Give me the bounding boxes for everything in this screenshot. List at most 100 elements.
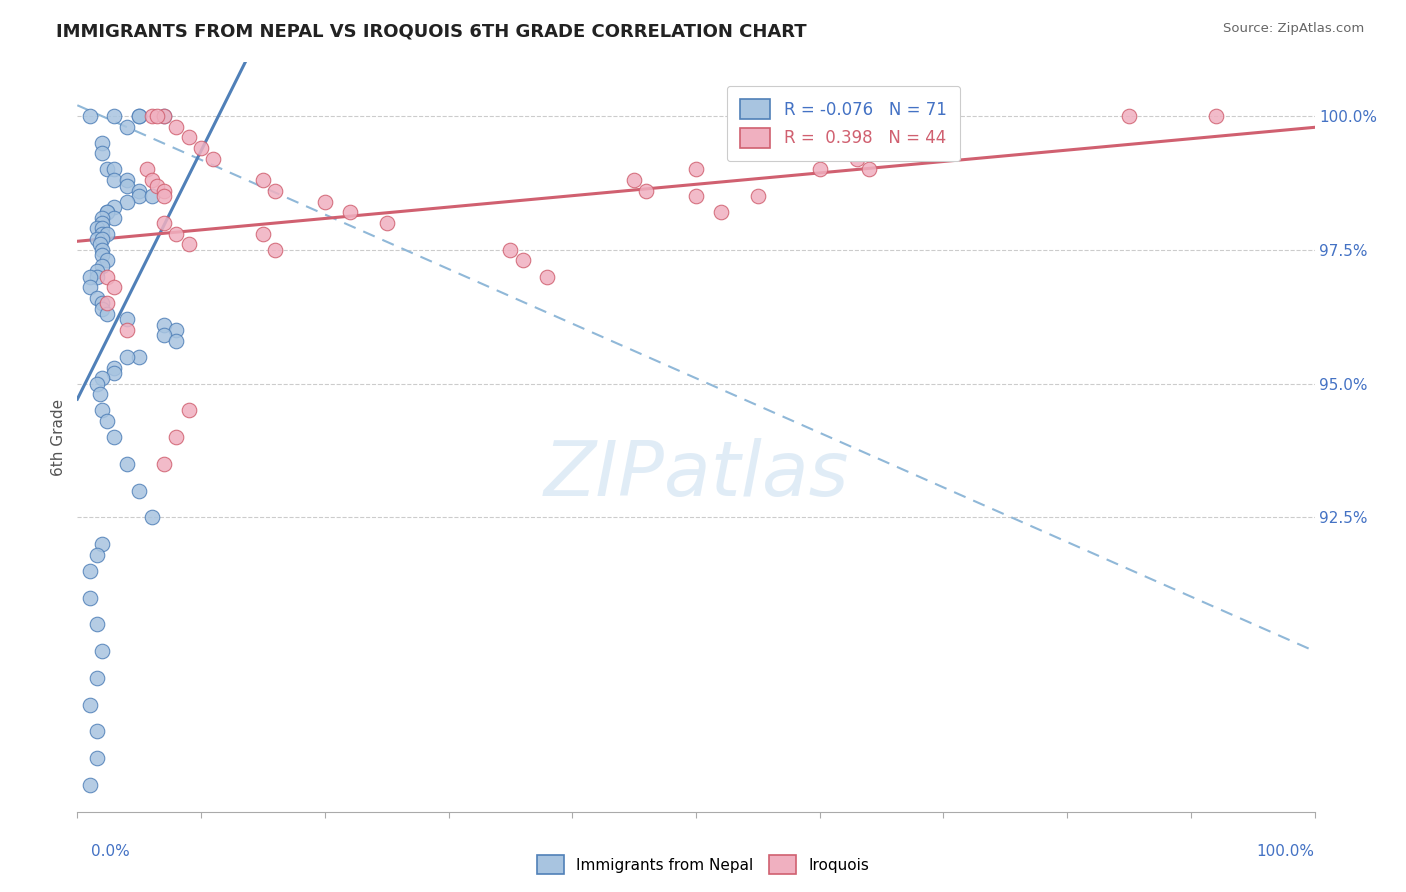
Point	[115, 120, 138, 134]
Point	[79, 280, 101, 294]
Point	[145, 109, 167, 123]
Point	[128, 109, 150, 123]
Point	[512, 253, 534, 268]
Point	[710, 205, 733, 219]
Point	[91, 221, 114, 235]
Point	[91, 216, 114, 230]
Point	[115, 194, 138, 209]
Point	[89, 237, 111, 252]
Point	[115, 173, 138, 187]
Point	[79, 109, 101, 123]
Y-axis label: 6th Grade: 6th Grade	[51, 399, 66, 475]
Point	[177, 130, 200, 145]
Point	[145, 178, 167, 193]
Text: 0.0%: 0.0%	[91, 845, 131, 859]
Point	[86, 264, 108, 278]
Point	[96, 227, 118, 241]
Point	[91, 232, 114, 246]
Point	[91, 248, 114, 262]
Point	[79, 698, 101, 712]
Point	[685, 162, 707, 177]
Point	[153, 328, 176, 343]
Point	[91, 136, 114, 150]
Point	[190, 141, 212, 155]
Point	[86, 671, 108, 685]
Point	[96, 205, 118, 219]
Point	[103, 360, 125, 375]
Point	[103, 430, 125, 444]
Point	[128, 109, 150, 123]
Point	[86, 548, 108, 562]
Point	[86, 617, 108, 632]
Point	[177, 403, 200, 417]
Text: 100.0%: 100.0%	[1257, 845, 1315, 859]
Legend: R = -0.076   N = 71, R =  0.398   N = 44: R = -0.076 N = 71, R = 0.398 N = 44	[727, 86, 960, 161]
Point	[858, 162, 880, 177]
Text: ZIPatlas: ZIPatlas	[543, 438, 849, 511]
Point	[165, 430, 187, 444]
Point	[91, 243, 114, 257]
Point	[165, 323, 187, 337]
Point	[499, 243, 522, 257]
Point	[177, 237, 200, 252]
Point	[91, 537, 114, 551]
Point	[91, 644, 114, 658]
Point	[96, 414, 118, 428]
Point	[91, 259, 114, 273]
Point	[165, 227, 187, 241]
Point	[86, 221, 108, 235]
Point	[96, 269, 118, 284]
Point	[115, 178, 138, 193]
Point	[153, 189, 176, 203]
Point	[86, 269, 108, 284]
Point	[86, 232, 108, 246]
Text: IMMIGRANTS FROM NEPAL VS IROQUOIS 6TH GRADE CORRELATION CHART: IMMIGRANTS FROM NEPAL VS IROQUOIS 6TH GR…	[56, 22, 807, 40]
Point	[536, 269, 558, 284]
Point	[86, 291, 108, 305]
Point	[636, 184, 658, 198]
Point	[128, 189, 150, 203]
Point	[135, 162, 157, 177]
Point	[375, 216, 398, 230]
Point	[128, 184, 150, 198]
Point	[96, 253, 118, 268]
Point	[79, 591, 101, 605]
Point	[115, 312, 138, 326]
Point	[91, 301, 114, 316]
Point	[153, 184, 176, 198]
Point	[141, 109, 163, 123]
Point	[103, 366, 125, 380]
Point	[91, 371, 114, 385]
Point	[103, 162, 125, 177]
Point	[808, 162, 831, 177]
Point	[91, 146, 114, 161]
Point	[91, 211, 114, 225]
Point	[685, 189, 707, 203]
Point	[115, 350, 138, 364]
Point	[96, 307, 118, 321]
Point	[747, 189, 769, 203]
Point	[79, 269, 101, 284]
Point	[91, 296, 114, 310]
Point	[86, 376, 108, 391]
Point	[96, 205, 118, 219]
Point	[89, 387, 111, 401]
Point	[870, 136, 893, 150]
Point	[1205, 109, 1227, 123]
Point	[79, 564, 101, 578]
Point	[103, 109, 125, 123]
Point	[153, 318, 176, 332]
Point	[96, 162, 118, 177]
Point	[103, 280, 125, 294]
Point	[86, 751, 108, 765]
Point	[264, 184, 287, 198]
Point	[103, 211, 125, 225]
Point	[91, 403, 114, 417]
Point	[1118, 109, 1140, 123]
Point	[153, 457, 176, 471]
Point	[115, 323, 138, 337]
Legend: Immigrants from Nepal, Iroquois: Immigrants from Nepal, Iroquois	[530, 849, 876, 880]
Point	[79, 778, 101, 792]
Point	[153, 109, 176, 123]
Point	[128, 483, 150, 498]
